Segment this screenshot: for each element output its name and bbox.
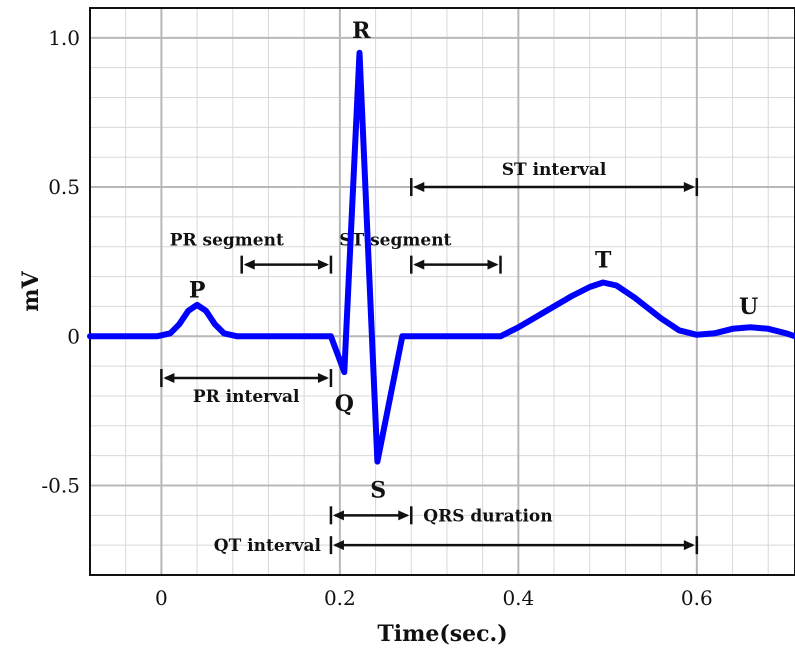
interval-arrow-right: [317, 373, 329, 384]
interval-arrow-left: [243, 259, 255, 270]
interval-qt-interval: QT interval: [214, 536, 699, 556]
x-axis-title: Time(sec.): [377, 621, 507, 647]
x-tick-label: 0.2: [324, 586, 356, 610]
wave-label-t: T: [595, 248, 612, 274]
interval-arrow-right: [487, 259, 499, 270]
wave-label-p: P: [189, 277, 206, 303]
ecg-trace: [87, 49, 795, 465]
series-layer: [87, 49, 795, 465]
x-tick-label: 0: [155, 586, 168, 610]
plot-frame: [89, 7, 795, 576]
interval-st-interval: ST interval: [410, 160, 699, 197]
wave-label-r: R: [352, 18, 371, 44]
interval-arrow-right: [317, 259, 329, 270]
interval-arrow-right: [398, 510, 410, 521]
interval-label: ST segment: [339, 231, 451, 251]
x-tick-label: 0.4: [502, 586, 534, 610]
x-tick-label: 0.6: [681, 586, 713, 610]
interval-label: PR segment: [170, 231, 284, 251]
interval-arrow-right: [683, 182, 695, 193]
y-tick-label: 0.5: [48, 175, 80, 199]
interval-arrow-left: [413, 182, 425, 193]
interval-arrow-left: [163, 373, 175, 384]
y-tick-label: 0: [67, 324, 80, 348]
wave-labels: P Q R S T U: [189, 18, 758, 504]
y-tick-label: 1.0: [48, 26, 80, 50]
interval-label: ST interval: [502, 160, 607, 180]
grid: [89, 7, 795, 576]
interval-arrow-left: [332, 510, 344, 521]
interval-markers: PR segment ST segment ST interval PR interv…: [160, 160, 699, 556]
interval-arrow-right: [683, 540, 695, 551]
interval-label: QT interval: [214, 536, 322, 556]
interval-pr-segment: PR segment: [170, 231, 333, 274]
wave-label-q: Q: [335, 391, 354, 417]
interval-arrow-left: [332, 540, 344, 551]
interval-pr-interval: PR interval: [160, 369, 333, 407]
interval-qrs-duration: QRS duration: [329, 506, 553, 526]
y-axis-title: mV: [18, 270, 44, 311]
wave-label-s: S: [370, 477, 386, 503]
wave-label-u: U: [739, 294, 758, 320]
interval-st-segment: ST segment: [339, 231, 502, 274]
interval-label: PR interval: [193, 387, 300, 407]
interval-label: QRS duration: [423, 506, 552, 526]
y-tick-label: -0.5: [41, 473, 80, 497]
interval-arrow-left: [413, 259, 425, 270]
axis-ticks: 0 0.2 0.4 0.6 1.0 0.5 0 -0.5: [41, 26, 712, 610]
